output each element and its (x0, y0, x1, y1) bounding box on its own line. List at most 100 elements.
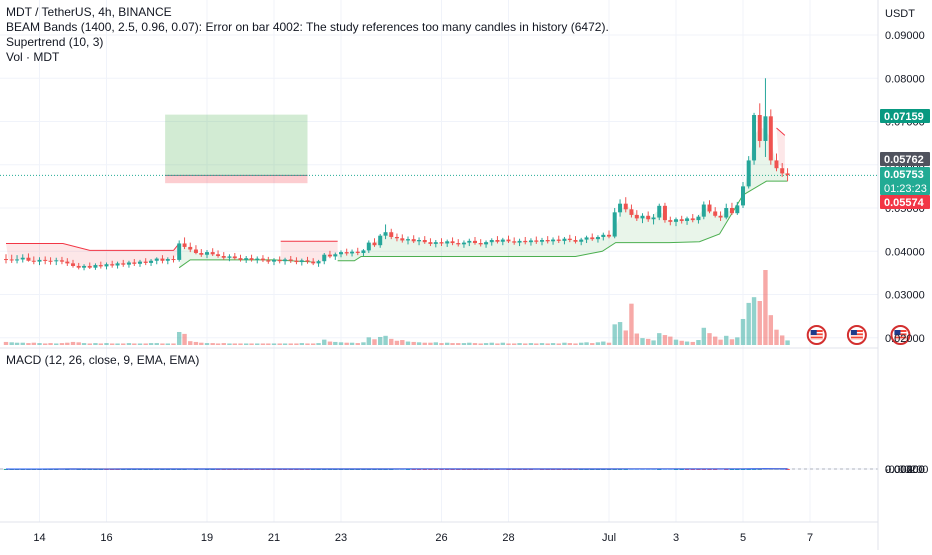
candle-body (758, 115, 762, 141)
volume-bar (663, 335, 667, 345)
indicator-macd[interactable]: MACD (12, 26, close, 9, EMA, EMA) (6, 353, 199, 368)
macd-pane (4, 469, 790, 470)
volume-bar (21, 343, 25, 345)
volume-bar (462, 343, 466, 345)
candle-body (674, 219, 678, 222)
candle-body (467, 241, 471, 243)
price-label-text: 0.05762 (884, 154, 924, 166)
candle-body (244, 258, 248, 260)
volume-bar (378, 337, 382, 345)
supertrend-fill (281, 241, 338, 262)
volume-bar (490, 343, 494, 345)
candle-body (367, 243, 371, 251)
candle-body (668, 220, 672, 222)
candle-body (155, 259, 159, 261)
volume-bar (562, 343, 566, 345)
volume-bar (76, 342, 80, 345)
volume-bar (289, 343, 293, 345)
volume-bar (99, 343, 103, 345)
candle-body (624, 204, 628, 210)
candle-body (523, 241, 527, 242)
volume-bar (741, 319, 745, 345)
candle-body (127, 262, 131, 264)
candle-body (596, 237, 600, 239)
candle (250, 255, 254, 262)
countdown-text: 01:23:23 (884, 183, 927, 195)
volume-bar (534, 343, 538, 345)
profit-zone (165, 115, 307, 176)
volume-bar (590, 343, 594, 345)
candle-body (172, 259, 176, 260)
candle-body (283, 259, 287, 261)
volume-bar (350, 343, 354, 345)
time-tick-label: 3 (673, 532, 679, 544)
volume-bar (596, 342, 600, 345)
supertrend-fill (6, 243, 179, 266)
candle-body (775, 160, 779, 168)
volume-bar (769, 315, 773, 345)
candle-body (752, 115, 756, 160)
volume-bar (177, 332, 181, 345)
candle (741, 182, 745, 208)
candle (769, 109, 773, 164)
candle-body (350, 252, 354, 254)
volume-bar (199, 343, 203, 345)
volume-bar (205, 343, 209, 345)
candle-body (417, 240, 421, 241)
volume-bar (529, 343, 533, 345)
volume-bar (785, 340, 789, 345)
candle-body (216, 254, 220, 256)
volume-bar (4, 342, 8, 345)
volume-bar (601, 342, 605, 345)
volume-bar (60, 343, 64, 345)
us-flag-icon[interactable] (848, 326, 866, 344)
candle (747, 156, 751, 188)
us-flag-icon[interactable] (808, 326, 826, 344)
volume-bar (37, 343, 41, 345)
volume-bar (428, 343, 432, 345)
candle-body (574, 240, 578, 242)
price-label-text: 0.07159 (884, 111, 924, 123)
candle-body (769, 116, 773, 160)
candle-body (233, 256, 237, 258)
candle-body (691, 218, 695, 220)
price-axes[interactable]: USDT0.090000.080000.070000.060000.050000… (878, 0, 930, 550)
volume-bar (277, 343, 281, 345)
main-legend[interactable]: MDT / TetherUS, 4h, BINANCE BEAM Bands (… (6, 5, 609, 65)
volume-bar (473, 343, 477, 345)
macd-legend[interactable]: MACD (12, 26, close, 9, EMA, EMA) (6, 353, 199, 368)
candle-body (93, 265, 97, 268)
candle-body (166, 259, 170, 261)
candle-body (395, 237, 399, 238)
volume-bar (629, 304, 633, 345)
indicator-beam-bands[interactable]: BEAM Bands (1400, 2.5, 0.96, 0.07): Erro… (6, 20, 609, 35)
volume-bar (707, 333, 711, 345)
time-tick-label: Jul (602, 532, 616, 544)
candle-body (211, 252, 215, 254)
currency-label: USDT (885, 8, 915, 20)
candle-body (132, 262, 136, 263)
volume-bar (255, 343, 259, 345)
volume-bar (512, 343, 516, 345)
candle-body (194, 250, 198, 253)
macd-tick-label: -0.00200 (885, 464, 928, 476)
volume-bar (283, 343, 287, 345)
candle-body (562, 239, 566, 241)
candle (663, 203, 667, 223)
candle-body (144, 262, 148, 263)
loss-zone (165, 175, 307, 183)
indicator-supertrend[interactable]: Supertrend (10, 3) (6, 35, 609, 50)
position-box[interactable] (0, 115, 878, 184)
symbol-title[interactable]: MDT / TetherUS, 4h, BINANCE (6, 5, 609, 20)
supertrend-indicator (6, 128, 788, 268)
candle-body (311, 262, 315, 264)
candle-body (121, 263, 125, 264)
volume-bar (361, 342, 365, 345)
volume-bar (400, 340, 404, 345)
indicator-volume[interactable]: Vol · MDT (6, 50, 609, 65)
volume-bar (439, 343, 443, 345)
candle-body (110, 264, 114, 265)
candle-body (88, 266, 92, 268)
